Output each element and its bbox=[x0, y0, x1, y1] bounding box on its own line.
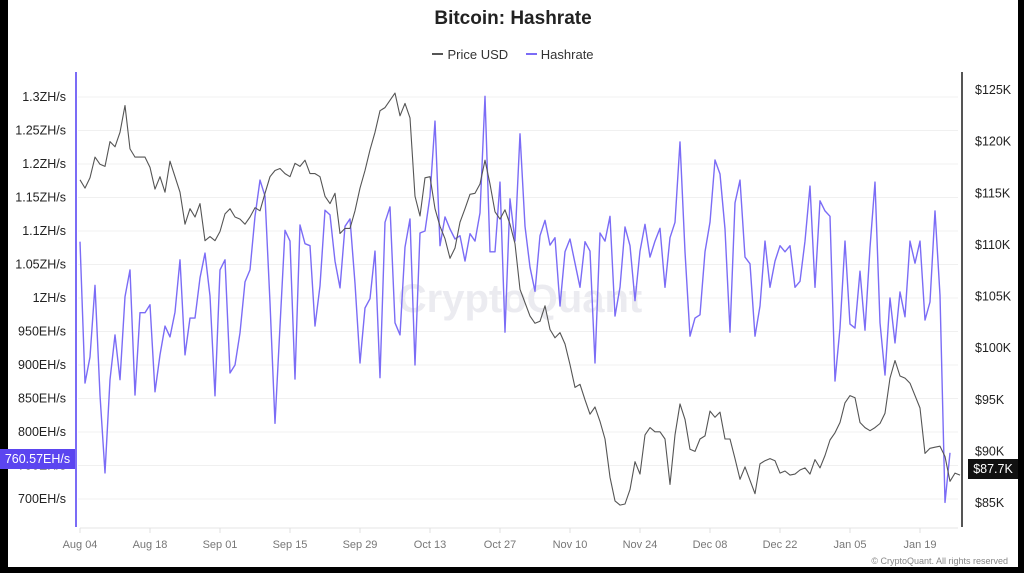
chart-container: Bitcoin: Hashrate Price USD Hashrate bbox=[8, 0, 1018, 567]
x-tick-label: Aug 18 bbox=[133, 539, 168, 551]
x-tick-label: Jan 05 bbox=[833, 539, 866, 551]
x-tick-label: Sep 29 bbox=[343, 539, 378, 551]
y-left-tick-label: 700EH/s bbox=[18, 492, 66, 506]
x-tick-label: Sep 01 bbox=[203, 539, 238, 551]
y-left-tick-label: 950EH/s bbox=[18, 325, 66, 339]
y-left-tick-label: 1.3ZH/s bbox=[22, 90, 66, 104]
x-tick-label: Jan 19 bbox=[903, 539, 936, 551]
price-line[interactable] bbox=[79, 92, 961, 506]
legend-label-price: Price USD bbox=[447, 46, 509, 62]
y-left-tick-label: 1ZH/s bbox=[33, 291, 66, 305]
chart-legend: Price USD Hashrate bbox=[8, 43, 1018, 62]
price-current-value-badge: $87.7K bbox=[968, 459, 1018, 479]
hashrate-line[interactable] bbox=[79, 95, 951, 504]
y-right-tick-label: $100K bbox=[975, 341, 1012, 355]
x-tick-label: Oct 13 bbox=[414, 539, 446, 551]
y-right-tick-label: $85K bbox=[975, 496, 1005, 510]
hashrate-current-value-badge: 760.57EH/s bbox=[0, 449, 75, 469]
y-left-tick-label: 1.2ZH/s bbox=[22, 157, 66, 171]
x-tick-label: Nov 24 bbox=[623, 539, 658, 551]
x-tick-label: Sep 15 bbox=[273, 539, 308, 551]
y-right-tick-label: $115K bbox=[975, 186, 1011, 200]
legend-swatch-hashrate bbox=[525, 53, 537, 55]
y-right-tick-label: $120K bbox=[975, 135, 1012, 149]
y-right-tick-label: $110K bbox=[975, 238, 1011, 252]
x-tick-label: Aug 04 bbox=[63, 539, 98, 551]
legend-item-price[interactable]: Price USD bbox=[432, 47, 508, 62]
legend-label-hashrate: Hashrate bbox=[540, 46, 594, 62]
y-right-tick-label: $125K bbox=[975, 83, 1012, 97]
y-right-tick-label: $95K bbox=[975, 393, 1005, 407]
y-left-tick-label: 850EH/s bbox=[18, 392, 66, 406]
y-left-tick-label: 1.15ZH/s bbox=[15, 191, 66, 205]
y-left-tick-label: 900EH/s bbox=[18, 358, 66, 372]
y-left-tick-label: 1.25ZH/s bbox=[15, 124, 66, 138]
y-right-tick-label: $105K bbox=[975, 290, 1012, 304]
x-tick-label: Oct 27 bbox=[484, 539, 516, 551]
x-tick-label: Nov 10 bbox=[553, 539, 588, 551]
chart-title: Bitcoin: Hashrate bbox=[434, 8, 592, 29]
y-left-tick-label: 1.05ZH/s bbox=[15, 258, 66, 272]
legend-swatch-price bbox=[432, 53, 444, 55]
watermark: CryptoQuant bbox=[398, 277, 642, 321]
x-tick-label: Dec 08 bbox=[693, 539, 728, 551]
y-right-tick-label: $90K bbox=[975, 444, 1005, 458]
legend-item-hashrate[interactable]: Hashrate bbox=[525, 46, 594, 62]
y-left-tick-label: 800EH/s bbox=[18, 425, 66, 439]
copyright-text: © CryptoQuant. All rights reserved bbox=[871, 556, 1008, 566]
x-tick-label: Dec 22 bbox=[763, 539, 798, 551]
y-left-tick-label: 1.1ZH/s bbox=[22, 224, 66, 238]
